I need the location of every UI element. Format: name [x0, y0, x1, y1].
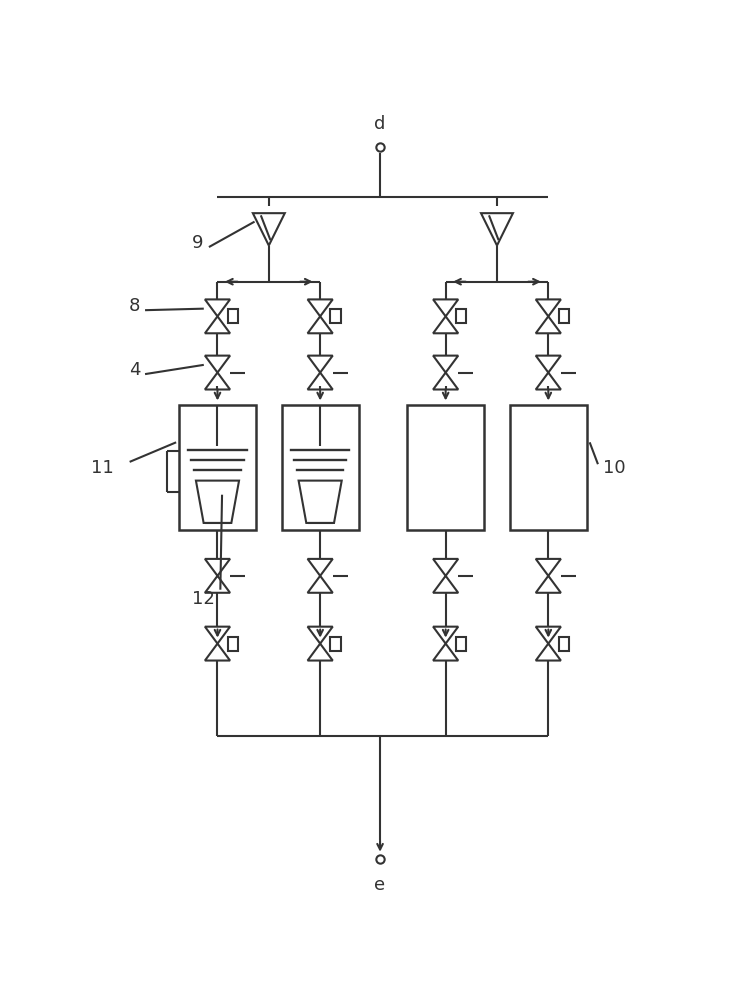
- Bar: [330, 637, 341, 651]
- Bar: [227, 637, 238, 651]
- Text: 9: 9: [191, 234, 203, 252]
- Bar: [559, 309, 569, 323]
- Bar: [559, 637, 569, 651]
- Bar: [510, 405, 587, 530]
- Text: 12: 12: [192, 590, 215, 608]
- Text: 11: 11: [91, 459, 113, 477]
- Text: 4: 4: [129, 361, 141, 379]
- Bar: [456, 309, 466, 323]
- Bar: [456, 637, 466, 651]
- Bar: [227, 309, 238, 323]
- Bar: [282, 405, 358, 530]
- Bar: [407, 405, 484, 530]
- Text: 10: 10: [603, 459, 625, 477]
- Bar: [330, 309, 341, 323]
- Text: d: d: [375, 115, 386, 133]
- Bar: [179, 405, 256, 530]
- Text: 8: 8: [129, 297, 141, 315]
- Text: e: e: [375, 876, 386, 894]
